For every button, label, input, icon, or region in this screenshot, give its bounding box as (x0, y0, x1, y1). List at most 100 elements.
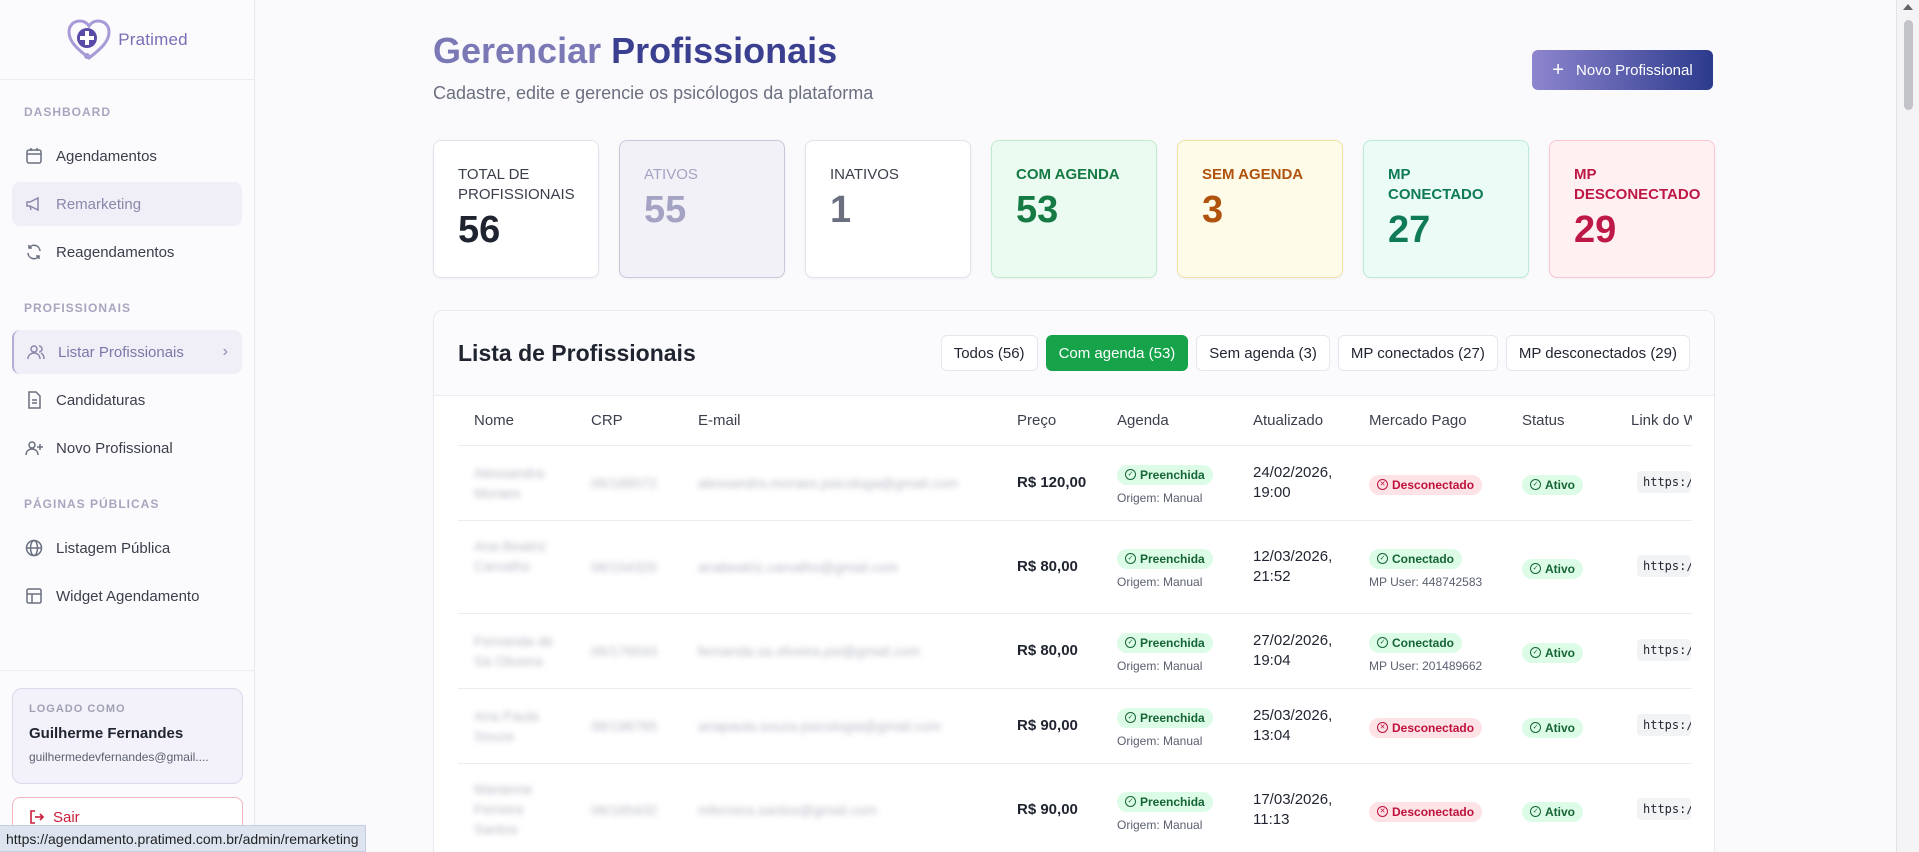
table-row[interactable]: Fernanda de Sá Oliveira 06/176543 fernan… (458, 614, 1692, 689)
cell-widget-link[interactable]: https:// (1637, 555, 1691, 577)
check-circle-icon: ✓ (1530, 722, 1541, 733)
column-header-link[interactable]: Link do W (1631, 412, 1692, 429)
x-circle-icon: ✕ (1377, 479, 1388, 490)
agenda-origin: Origem: Manual (1117, 490, 1203, 505)
cell-widget-link[interactable]: https:// (1637, 471, 1691, 493)
cell-widget-link[interactable]: https:// (1637, 639, 1691, 661)
sidebar-item-agendamentos[interactable]: Agendamentos (12, 134, 242, 178)
filter-com-agenda[interactable]: Com agenda (53) (1045, 335, 1189, 371)
stat-card-mp-conectado[interactable]: MP CONECTADO 27 (1363, 140, 1529, 278)
sidebar-item-listar-profissionais[interactable]: Listar Profissionais › (12, 330, 242, 374)
status-badge: ✓ Ativo (1522, 801, 1583, 822)
table-body: Alessandra Moraes 06/188572 alessandra.m… (458, 446, 1692, 852)
cell-widget-link[interactable]: https:// (1637, 798, 1691, 820)
section-paginas-publicas: PÁGINAS PÚBLICAS (24, 497, 160, 511)
stat-card-inativos[interactable]: INATIVOS 1 (805, 140, 971, 278)
stat-card-mp-desconectado[interactable]: MP DESCONECTADO 29 (1549, 140, 1715, 278)
cell-agenda: ✓ Preenchida Origem: Manual (1117, 631, 1213, 673)
stat-label: COM AGENDA (1016, 166, 1120, 183)
column-header-crp[interactable]: CRP (591, 412, 623, 429)
column-header-atualizado[interactable]: Atualizado (1253, 412, 1324, 429)
cell-email: mferreira.santos@gmail.com (698, 802, 878, 818)
agenda-origin: Origem: Manual (1117, 574, 1203, 589)
scroll-up-arrow-icon[interactable] (1903, 4, 1913, 10)
updated-date: 25/03/2026, (1253, 707, 1333, 724)
panel-header: Lista de Profissionais Todos (56) Com ag… (434, 311, 1714, 396)
mp-badge-label: Desconectado (1392, 477, 1475, 492)
section-profissionais: PROFISSIONAIS (24, 301, 132, 315)
agenda-origin: Origem: Manual (1117, 733, 1203, 748)
cell-name: Marianne Ferreira Santos (474, 781, 533, 837)
page-title-part1: Gerenciar (433, 30, 602, 71)
table-row[interactable]: Marianne Ferreira Santos 06/165432 mferr… (458, 764, 1692, 852)
cell-name: Alessandra Moraes (474, 465, 545, 501)
updated-time: 13:04 (1253, 727, 1291, 744)
user-email: guilhermedevfernandes@gmail.... (29, 750, 209, 764)
filter-todos[interactable]: Todos (56) (940, 335, 1038, 371)
check-circle-icon: ✓ (1125, 553, 1136, 564)
mp-badge-label: Conectado (1392, 635, 1455, 650)
x-circle-icon: ✕ (1377, 722, 1388, 733)
filter-sem-agenda[interactable]: Sem agenda (3) (1196, 335, 1330, 371)
globe-icon (24, 538, 44, 558)
sidebar-item-widget-agendamento[interactable]: Widget Agendamento (12, 574, 242, 618)
cell-agenda: ✓ Preenchida Origem: Manual (1117, 790, 1213, 832)
column-header-mercado-pago[interactable]: Mercado Pago (1369, 412, 1467, 429)
check-circle-icon: ✓ (1125, 637, 1136, 648)
cell-crp: 06/165432 (591, 802, 658, 818)
scroll-thumb[interactable] (1904, 20, 1913, 110)
logo[interactable]: Pratimed (0, 0, 254, 80)
new-professional-button[interactable]: + Novo Profissional (1532, 50, 1713, 90)
sidebar-item-candidaturas[interactable]: Candidaturas (12, 378, 242, 422)
sidebar-item-label: Candidaturas (56, 391, 146, 409)
status-badge: ✓ Ativo (1522, 558, 1583, 579)
table-header: Nome CRP E-mail Preço Agenda Atualizado … (458, 396, 1692, 446)
stat-card-sem-agenda[interactable]: SEM AGENDA 3 (1177, 140, 1343, 278)
sidebar-item-reagendamentos[interactable]: Reagendamentos (12, 230, 242, 274)
column-header-agenda[interactable]: Agenda (1117, 412, 1169, 429)
column-header-nome[interactable]: Nome (474, 412, 515, 429)
cell-status: ✓ Ativo (1522, 473, 1583, 495)
column-header-preco[interactable]: Preço (1017, 412, 1057, 429)
check-circle-icon: ✓ (1530, 479, 1541, 490)
agenda-badge-label: Preenchida (1140, 794, 1205, 809)
cell-status: ✓ Ativo (1522, 557, 1583, 579)
panel-title: Lista de Profissionais (458, 339, 696, 366)
cell-mercado-pago: ✕ Desconectado (1369, 716, 1483, 738)
cell-widget-link[interactable]: https:// (1637, 714, 1691, 736)
sidebar-item-label: Listagem Pública (56, 539, 171, 557)
refresh-icon (24, 242, 44, 262)
user-card: LOGADO COMO Guilherme Fernandes guilherm… (12, 688, 243, 784)
cell-email: anabeatriz.carvalho@gmail.com (698, 559, 899, 575)
megaphone-icon (24, 194, 44, 214)
section-dashboard: DASHBOARD (24, 105, 111, 119)
check-circle-icon: ✓ (1530, 806, 1541, 817)
page-subtitle: Cadastre, edite e gerencie os psicólogos… (433, 83, 874, 103)
cell-name: Fernanda de Sá Oliveira (474, 633, 554, 669)
agenda-badge: ✓ Preenchida (1117, 707, 1213, 728)
heart-plus-logo-icon (67, 18, 111, 60)
agenda-badge: ✓ Preenchida (1117, 548, 1213, 569)
filter-mp-conectados[interactable]: MP conectados (27) (1337, 335, 1498, 371)
stat-card-total[interactable]: TOTAL DE PROFISSIONAIS 56 (433, 140, 599, 278)
sidebar-item-label: Remarketing (56, 195, 142, 213)
table-row[interactable]: Alessandra Moraes 06/188572 alessandra.m… (458, 446, 1692, 521)
table-row[interactable]: Ana Paula Souza 06/198765 anapaula.souza… (458, 689, 1692, 764)
stat-card-ativos[interactable]: ATIVOS 55 (619, 140, 785, 278)
column-header-email[interactable]: E-mail (698, 412, 741, 429)
page-scrollbar[interactable] (1896, 0, 1919, 852)
mp-badge: ✓ Conectado (1369, 632, 1463, 653)
sidebar-item-listagem-publica[interactable]: Listagem Pública (12, 526, 242, 570)
stat-value: 29 (1574, 209, 1617, 251)
link-status-bar: https://agendamento.pratimed.com.br/admi… (0, 825, 366, 852)
table-row[interactable]: Ana Beatriz Carvalho 06/154320 anabeatri… (458, 521, 1692, 614)
stat-card-com-agenda[interactable]: COM AGENDA 53 (991, 140, 1157, 278)
stats-row: TOTAL DE PROFISSIONAIS 56 ATIVOS 55 INAT… (433, 140, 1715, 278)
filter-mp-desconectados[interactable]: MP desconectados (29) (1505, 335, 1690, 371)
column-header-status[interactable]: Status (1522, 412, 1565, 429)
sidebar-item-remarketing[interactable]: Remarketing (12, 182, 242, 226)
updated-date: 12/03/2026, (1253, 548, 1333, 565)
cell-name: Ana Beatriz Carvalho (474, 538, 547, 574)
logged-as-label: LOGADO COMO (29, 703, 126, 715)
sidebar-item-novo-profissional[interactable]: Novo Profissional (12, 426, 242, 470)
